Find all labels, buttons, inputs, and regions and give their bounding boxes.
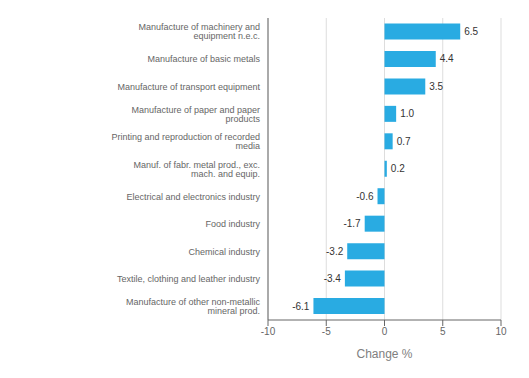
svg-text:Manufacture of machinery andeq: Manufacture of machinery andequipment n.… bbox=[138, 22, 260, 41]
svg-text:6.5: 6.5 bbox=[464, 26, 478, 37]
svg-text:Manufacture of transport equip: Manufacture of transport equipment bbox=[117, 82, 260, 92]
svg-text:Chemical industry: Chemical industry bbox=[188, 247, 260, 257]
svg-text:3.5: 3.5 bbox=[429, 81, 443, 92]
svg-text:Electrical and electronics ind: Electrical and electronics industry bbox=[126, 192, 260, 202]
svg-text:0.7: 0.7 bbox=[397, 136, 411, 147]
svg-text:4.4: 4.4 bbox=[440, 53, 454, 64]
svg-text:Food industry: Food industry bbox=[205, 219, 260, 229]
svg-text:-10: -10 bbox=[261, 326, 276, 337]
svg-text:0: 0 bbox=[382, 326, 388, 337]
svg-text:10: 10 bbox=[495, 326, 507, 337]
svg-text:-1.7: -1.7 bbox=[343, 218, 361, 229]
svg-text:0.2: 0.2 bbox=[391, 163, 405, 174]
svg-text:5: 5 bbox=[440, 326, 446, 337]
svg-text:Manuf. of fabr. metal prod., e: Manuf. of fabr. metal prod., exc.mach. a… bbox=[133, 160, 260, 179]
svg-text:-6.1: -6.1 bbox=[292, 301, 310, 312]
svg-text:-5: -5 bbox=[322, 326, 331, 337]
svg-text:-0.6: -0.6 bbox=[356, 191, 374, 202]
svg-text:Textile, clothing and leather: Textile, clothing and leather industry bbox=[117, 274, 261, 284]
svg-text:Printing and reproduction of r: Printing and reproduction of recordedmed… bbox=[111, 132, 260, 151]
svg-text:-3.2: -3.2 bbox=[326, 246, 344, 257]
svg-text:Manufacture of other non-metal: Manufacture of other non-metallicmineral… bbox=[126, 297, 261, 316]
svg-text:Manufacture of basic metals: Manufacture of basic metals bbox=[147, 54, 260, 64]
svg-text:1.0: 1.0 bbox=[400, 108, 414, 119]
svg-text:-3.4: -3.4 bbox=[324, 273, 342, 284]
svg-text:Change %: Change % bbox=[356, 347, 412, 361]
svg-text:Manufacture of paper and paper: Manufacture of paper and paperproducts bbox=[131, 105, 260, 124]
